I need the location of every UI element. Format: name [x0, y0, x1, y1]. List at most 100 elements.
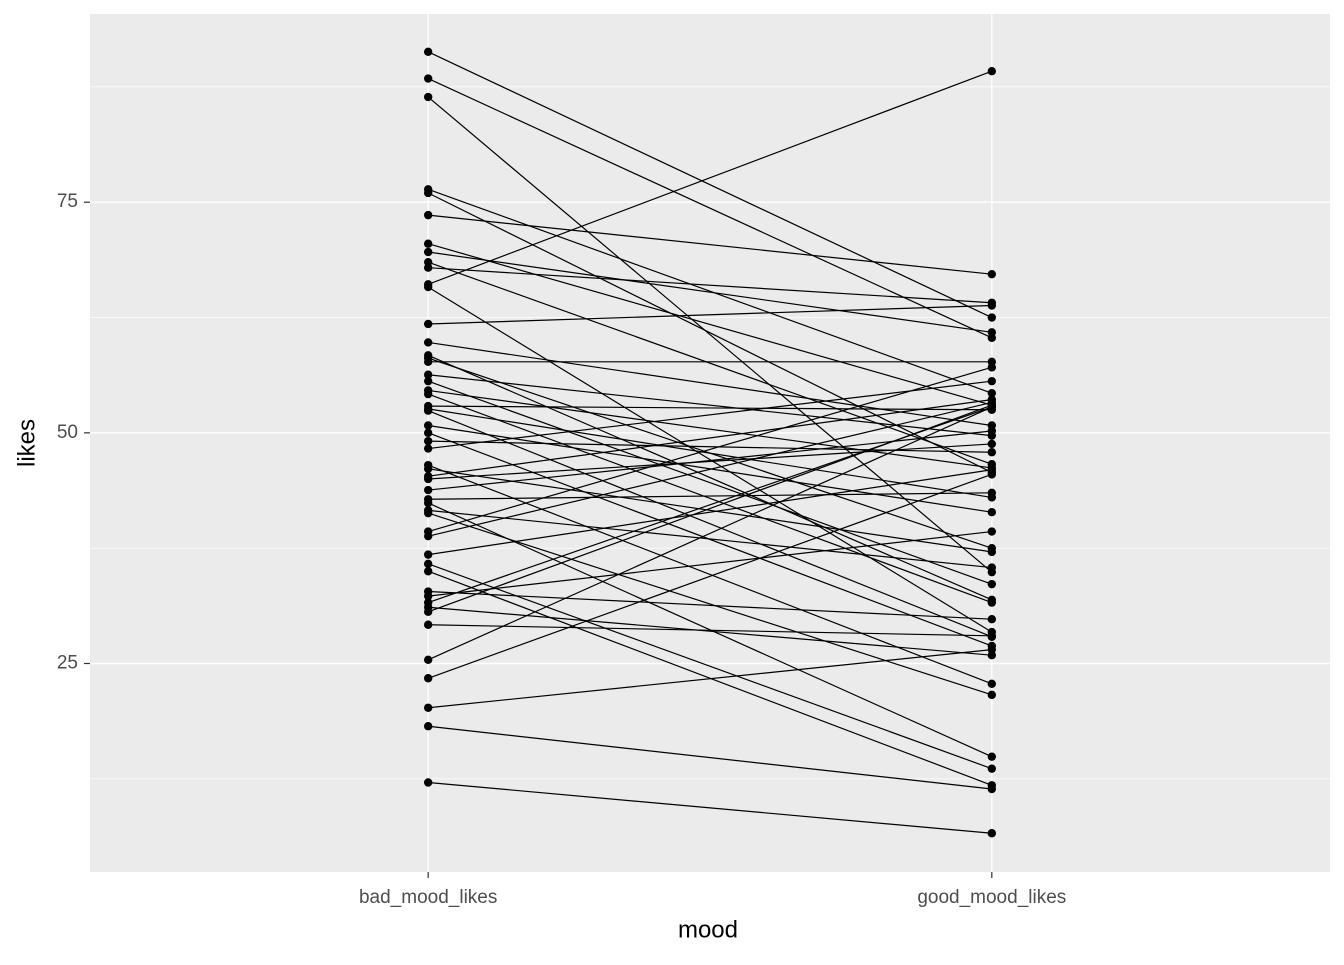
- point: [423, 389, 433, 399]
- subject-line: [427, 78, 993, 339]
- point: [423, 559, 433, 569]
- point: [987, 448, 997, 457]
- point: [423, 406, 433, 415]
- subject-line: [428, 214, 992, 275]
- point: [987, 615, 997, 624]
- point: [423, 498, 433, 508]
- point: [987, 376, 997, 386]
- subject-line: [428, 267, 992, 304]
- point: [423, 508, 433, 518]
- point: [987, 563, 997, 572]
- subject-line: [428, 304, 992, 325]
- subject-line: [428, 243, 992, 406]
- subject-line: [428, 624, 992, 637]
- subject-line: [428, 374, 992, 437]
- subject-line: [428, 590, 992, 620]
- point: [423, 210, 433, 220]
- point: [987, 579, 997, 589]
- subject-line: [428, 492, 992, 500]
- point: [987, 402, 997, 412]
- x-tick-label: bad_mood_likes: [359, 887, 497, 908]
- subject-line: [428, 401, 992, 537]
- point: [423, 485, 433, 495]
- point: [423, 239, 433, 248]
- point: [987, 752, 997, 761]
- subject-line: [427, 393, 993, 604]
- subject-line: [428, 380, 992, 450]
- subject-line: [428, 781, 992, 834]
- point: [987, 527, 997, 536]
- point: [423, 370, 433, 379]
- subject-line: [427, 406, 993, 661]
- subject-line: [428, 725, 992, 790]
- point: [423, 319, 433, 329]
- subject-line: [428, 389, 992, 469]
- point: [987, 488, 997, 498]
- point: [423, 421, 433, 430]
- subject-line: [427, 261, 993, 465]
- point: [423, 282, 433, 292]
- subject-line: [427, 51, 993, 319]
- point: [423, 47, 433, 57]
- point: [423, 263, 433, 272]
- point: [423, 428, 433, 438]
- subject-line: [428, 649, 992, 709]
- subject-line: [428, 405, 992, 411]
- point: [987, 269, 997, 279]
- point: [423, 607, 433, 617]
- subject-line: [428, 509, 992, 569]
- subject-line: [427, 404, 993, 613]
- subject-line: [428, 399, 992, 477]
- point: [987, 507, 997, 517]
- point: [423, 247, 433, 257]
- subject-line: [428, 468, 992, 553]
- subject-line: [427, 512, 993, 696]
- point: [423, 550, 433, 559]
- subject-line: [428, 341, 992, 427]
- point: [987, 388, 997, 398]
- subject-line: [428, 366, 992, 533]
- subject-line: [427, 380, 993, 585]
- point: [423, 444, 433, 453]
- y-tick-label: 75: [57, 191, 78, 212]
- subject-line: [428, 430, 992, 491]
- subject-line: [428, 606, 992, 656]
- subject-line: [428, 440, 992, 453]
- point: [423, 436, 433, 446]
- point: [423, 464, 433, 474]
- point: [987, 829, 997, 838]
- point: [423, 188, 433, 198]
- point: [987, 598, 997, 607]
- point: [423, 722, 433, 731]
- panel: [90, 14, 1330, 872]
- point: [987, 631, 997, 641]
- point: [423, 531, 433, 541]
- point: [423, 567, 433, 576]
- point: [423, 92, 433, 102]
- point: [423, 74, 433, 83]
- point: [423, 674, 433, 683]
- y-axis-title: likes: [13, 419, 40, 467]
- subject-line: [428, 408, 992, 499]
- y-tick-label: 50: [57, 422, 78, 443]
- point: [987, 784, 997, 794]
- subject-line: [427, 473, 993, 679]
- point: [987, 301, 997, 310]
- point: [987, 547, 997, 557]
- point: [987, 470, 997, 479]
- point: [423, 338, 433, 347]
- subject-line: [428, 530, 992, 597]
- point: [423, 357, 433, 367]
- point: [987, 67, 997, 76]
- subject-line: [428, 251, 992, 333]
- x-tick-label: good_mood_likes: [917, 887, 1066, 908]
- point: [423, 620, 433, 629]
- point: [987, 679, 997, 688]
- point: [987, 690, 997, 700]
- subject-line: [428, 469, 992, 556]
- y-tick-label: 25: [57, 653, 78, 674]
- point: [423, 591, 433, 601]
- x-axis-title: mood: [678, 916, 738, 943]
- subject-line: [427, 410, 993, 638]
